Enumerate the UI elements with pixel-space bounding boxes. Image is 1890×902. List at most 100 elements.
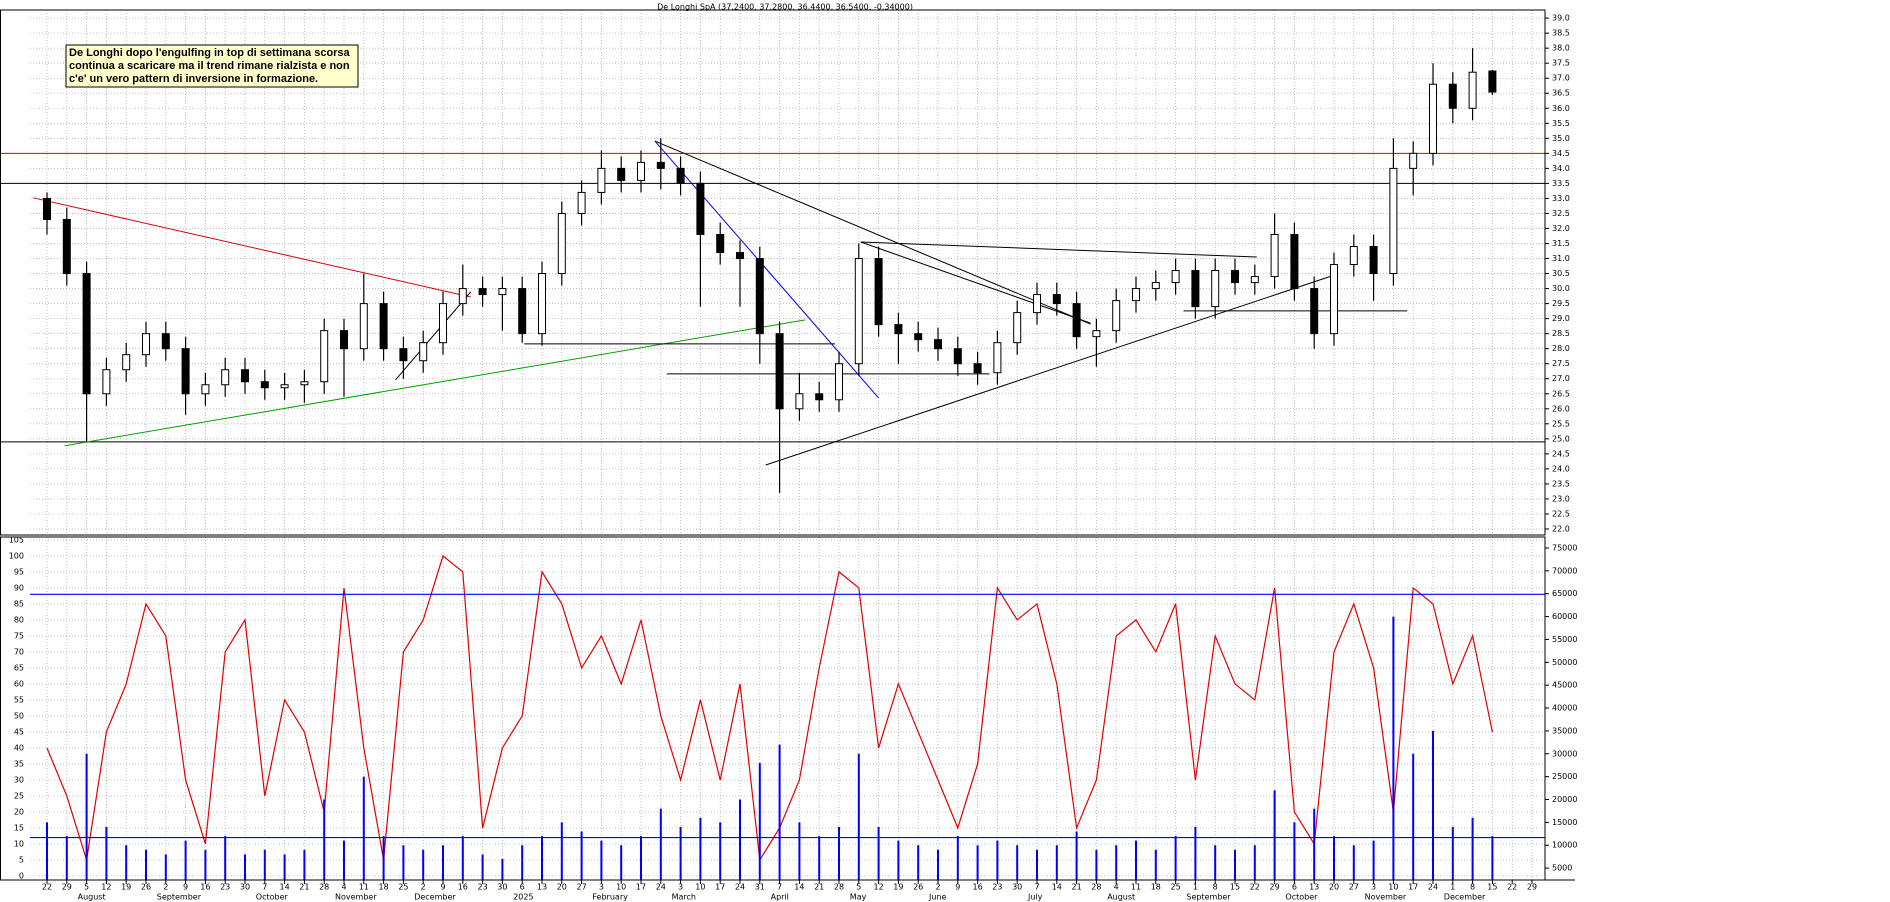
x-tick-label: 11 — [1131, 883, 1141, 892]
candle-body — [478, 288, 487, 296]
y-tick-label: 23.0 — [1552, 494, 1570, 503]
candle-body — [815, 393, 824, 401]
volume-bar — [283, 854, 286, 880]
volume-bar — [739, 799, 741, 880]
candle-body — [399, 348, 408, 362]
x-tick-label: 9 — [440, 883, 445, 892]
y-tick-label: 32.0 — [1552, 224, 1570, 233]
x-tick-label: 13 — [1309, 883, 1319, 892]
candle-body — [934, 339, 942, 350]
volume-bar — [719, 822, 722, 880]
y-tick-label: 36.0 — [1552, 104, 1570, 113]
candle-body — [1132, 288, 1140, 302]
x-month-label: 2025 — [513, 893, 533, 902]
x-tick-label: 16 — [200, 883, 210, 892]
x-tick-label: 3 — [599, 883, 604, 892]
volume-bar — [1016, 845, 1019, 880]
y-tick-label: 40 — [14, 743, 24, 752]
x-tick-label: 10 — [616, 883, 626, 892]
candle-body — [1409, 152, 1418, 169]
x-tick-label: 25 — [398, 883, 408, 892]
candle-body — [795, 393, 804, 410]
y-tick-label: 75 — [14, 631, 24, 640]
y-tick-label: 37.5 — [1552, 59, 1570, 68]
trend-line — [860, 241, 1257, 258]
candle-body — [973, 363, 982, 374]
candle-body — [597, 167, 606, 193]
x-tick-label: 28 — [319, 883, 329, 892]
x-month-label: July — [1027, 893, 1043, 902]
y-tick-label: 33.5 — [1552, 179, 1570, 188]
volume-bar — [85, 753, 88, 880]
volume-bar — [1392, 616, 1395, 880]
x-tick-label: 30 — [497, 883, 507, 892]
y2-tick-label: 70000 — [1552, 566, 1577, 575]
y-tick-label: 5 — [19, 855, 24, 864]
volume-bar — [46, 822, 48, 880]
x-tick-label: 4 — [1114, 883, 1119, 892]
candle-body — [122, 354, 131, 371]
y-tick-label: 26.5 — [1552, 389, 1570, 398]
candle-body — [953, 348, 962, 365]
candle-body — [1013, 312, 1022, 344]
candle-body — [1033, 294, 1041, 314]
x-tick-label: 21 — [814, 883, 824, 892]
volume-bar — [956, 836, 959, 880]
x-tick-label: 14 — [794, 883, 804, 892]
x-tick-label: 16 — [973, 883, 983, 892]
volume-bar — [640, 836, 642, 880]
y-tick-label: 95 — [14, 567, 24, 576]
volume-bar — [442, 845, 444, 880]
x-month-label: June — [928, 893, 947, 902]
y-tick-label: 100 — [9, 551, 24, 560]
y2-tick-label: 25000 — [1552, 772, 1577, 781]
candle-body — [1389, 167, 1398, 275]
candle-body — [696, 182, 705, 235]
x-tick-label: 18 — [1151, 883, 1161, 892]
y2-tick-label: 20000 — [1552, 795, 1577, 804]
candle-body — [260, 381, 269, 389]
y-tick-label: 0 — [19, 871, 24, 880]
x-month-label: December — [414, 893, 456, 902]
volume-bar — [1194, 826, 1197, 880]
y-tick-label: 28.0 — [1552, 344, 1570, 353]
volume-bar — [600, 840, 603, 880]
x-tick-label: 21 — [1072, 883, 1082, 892]
x-tick-label: 25 — [1171, 883, 1181, 892]
candle-body — [280, 384, 289, 389]
candle-body — [1250, 276, 1259, 284]
x-tick-label: 3 — [1371, 883, 1376, 892]
trend-line — [64, 319, 806, 447]
y-tick-label: 24.0 — [1552, 464, 1570, 473]
volume-bar — [1135, 840, 1137, 880]
x-tick-label: 30 — [1012, 883, 1022, 892]
volume-bar — [145, 849, 147, 880]
volume-bar — [1055, 845, 1058, 880]
x-tick-label: 24 — [656, 883, 666, 892]
x-month-label: October — [256, 893, 289, 902]
y2-tick-label: 55000 — [1552, 635, 1577, 644]
x-tick-label: 17 — [715, 883, 725, 892]
candle-body — [1270, 233, 1279, 278]
x-month-label: September — [1186, 893, 1231, 902]
volume-bar — [382, 836, 385, 880]
y-tick-label: 80 — [14, 615, 24, 624]
candle-body — [676, 167, 685, 184]
volume-bar — [897, 840, 900, 880]
candle-body — [1349, 246, 1358, 266]
volume-bar — [1372, 840, 1375, 880]
annotation-text: c'e' un vero pattern di inversione in fo… — [69, 73, 318, 85]
candle-body — [181, 348, 190, 395]
volume-bar — [204, 849, 207, 880]
x-tick-label: 15 — [1230, 883, 1240, 892]
x-tick-label: 5 — [84, 883, 89, 892]
y2-tick-label: 30000 — [1552, 749, 1577, 758]
y-tick-label: 35.5 — [1552, 119, 1570, 128]
candle-body — [1290, 233, 1299, 290]
y-tick-label: 34.5 — [1552, 149, 1570, 158]
volume-bar — [164, 854, 167, 880]
y-tick-label: 36.5 — [1552, 89, 1570, 98]
y-tick-label: 30.5 — [1552, 269, 1570, 278]
